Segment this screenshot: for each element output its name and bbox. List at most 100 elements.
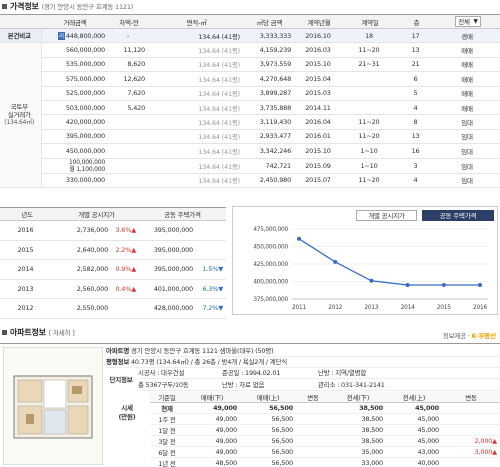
cell-price: 330,000,000 [41,173,109,188]
x-tick-label: 2014 [401,305,415,311]
cell-floor: 17 [397,28,436,44]
group-label-line: 실거래가 [7,111,31,120]
cell-type: 매매 [436,86,500,101]
x-tick-label: 2016 [473,305,487,311]
market-sale-change [296,424,330,436]
comparison-row: 본건비교 리 448,800,000 - 134.64 (41평) 3,333,3… [0,28,500,44]
land-change: 0.9%▲ [115,265,136,274]
land-price-toggle[interactable]: 개별 공시지가 [356,210,417,221]
cell-day: 11~20 [343,129,397,145]
header-day: 계약일 [343,14,397,29]
house-price-toggle[interactable]: 공동 주택가격 [422,210,494,221]
complex-label: 단지정보 [106,368,136,392]
type-filter-select[interactable]: 전체 ▼ [455,16,481,27]
land-value: 2,550,000 [76,304,108,313]
market-jeonse-change: 2,000▲ [442,435,500,447]
cell-ym: 2015.04 [295,71,343,87]
mkt-h-jhi: 전세(上) [386,392,442,403]
market-row: 6달 전 49,000 56,500 35,000 43,000 3,000▲ [150,446,500,458]
history-row: 2016 2,736,000 3.6%▲ 395,000,000 [0,220,226,241]
cell-ym: 2015.10 [295,143,343,159]
market-sale-change [296,457,330,467]
price-table: 거래금액 차액-만 면적-㎡ ㎡당 금액 계약년월 계약일 층 전체 ▼ 본건비교… [0,14,500,188]
market-row: 1년 전 48,500 56,500 33,000 40,000 [150,457,500,467]
provider-credit: 정보제공 · K·부동산 [443,330,496,340]
data-point [478,283,482,287]
market-label: 시세 (만원) [106,404,148,422]
apt-name-label: 아파트명 [106,347,130,355]
market-sale-high: 56,500 [240,402,296,414]
cell-per-m2: 4,159,239 [244,42,295,58]
cell-price: 503,000,000 [41,100,109,116]
market-sale-low: 49,000 [184,424,240,436]
market-jeonse-low: 38,500 [330,424,386,436]
y-tick-label: 475,000,000 [253,227,288,233]
cell-floor: 8 [397,114,436,130]
land-pct: 0.4% [115,284,132,293]
land-value: 2,582,000 [76,265,108,274]
history-house: 395,000,000 [139,240,226,260]
apt-builder: 시공사 : 대우건설 [138,369,185,377]
house-value: 395,000,000 [153,265,193,274]
cell-day: 1~10 [343,143,397,159]
cell-floor: 4 [397,100,436,116]
cell-type: 임대 [436,158,500,174]
cell-area: 134.64 (41평) [149,129,244,145]
price-row: 420,000,000 134.64 (41평) 3,119,430 2016.04 1… [0,114,500,130]
x-tick-label: 2015 [437,305,451,311]
x-tick-label: 2013 [364,305,378,311]
data-point [405,283,410,287]
house-pct: 7.2% [202,304,219,313]
apt-households: 총 5367구두/10동 [138,381,189,389]
market-jeonse-change: 3,000▲ [442,446,500,458]
header-ym: 계약년월 [295,14,343,29]
cell-price: 450,000,000 [41,143,109,159]
mkt-h-jlo: 전세(下) [330,392,386,403]
history-house: 401,000,000 6.3%▼ [139,279,226,299]
cell-price: 리 448,800,000 [41,28,109,44]
price-address: (경기 안양시 동안구 호계동 1121) [41,3,134,11]
market-jeonse-change [442,413,500,425]
mkt-h-shi: 매매(上) [240,392,296,403]
header-price: 거래금액 [41,14,109,29]
market-header-row: 기준일 매매(下) 매매(上) 변동 전세(下) 전세(上) 변동 [150,392,500,403]
history-land: 2,560,000 0.4%▲ [54,279,139,299]
header-floor: 층 [397,14,436,29]
cell-day [343,100,397,116]
cell-type: 임대 [436,143,500,159]
cell-area: 134.64 (41평) [149,100,244,116]
history-header-year: 년도 [0,207,54,221]
cell-per-m2: 2,933,477 [244,129,295,145]
y-tick-label: 450,000,000 [253,245,288,251]
land-value: 2,736,000 [76,226,108,235]
cell-type: 임대 [436,173,500,188]
history-header-land: 개별 공시지가 [54,207,139,221]
cell-ym: 2015.09 [295,158,343,174]
market-when: 6달 전 [150,446,184,458]
y-tick-label: 400,000,000 [253,280,288,286]
cell-ym: 2014.11 [295,100,343,116]
y-tick-label: 375,000,000 [253,297,288,303]
history-house: 395,000,000 1.5%▼ [139,259,226,280]
group-label-line: 국토부 [10,103,29,112]
cell-price: 100,000,000 월 1,100,000 [41,158,109,174]
apt-detail-link[interactable]: [ 자세히 ] [48,329,75,337]
market-sale-low: 49,000 [184,446,240,458]
market-jeonse-high: 45,000 [386,424,442,436]
market-when: 3달 전 [150,435,184,447]
house-change: 6.3%▼ [202,284,223,293]
cell-area: 134.64 (41평) [149,42,244,58]
cell-per-m2: 742,721 [244,158,295,174]
market-row: 현재 49,000 56,500 38,500 45,000 [150,402,500,414]
market-jeonse-low: 35,000 [330,446,386,458]
history-year: 2013 [0,279,54,299]
complex-row-2: 총 5367구두/10동 난방 : 자료 없음 관리소 : 031-341-2141 [138,380,500,391]
line-chart: 475,000,000 450,000,000 425,000,000 400,000… [253,227,488,311]
price-row: 575,000,000 12,620 134.64 (41평) 4,270,648 20… [0,71,500,87]
cell-per-m2: 3,735,888 [244,100,295,116]
history-house: 428,000,000 7.2%▼ [139,298,226,319]
cell-price: 525,000,000 [41,86,109,101]
price-monthly: 월 1,100,000 [69,165,105,173]
cell-day [343,71,397,87]
complex-label-text: 단지정보 [109,376,133,384]
